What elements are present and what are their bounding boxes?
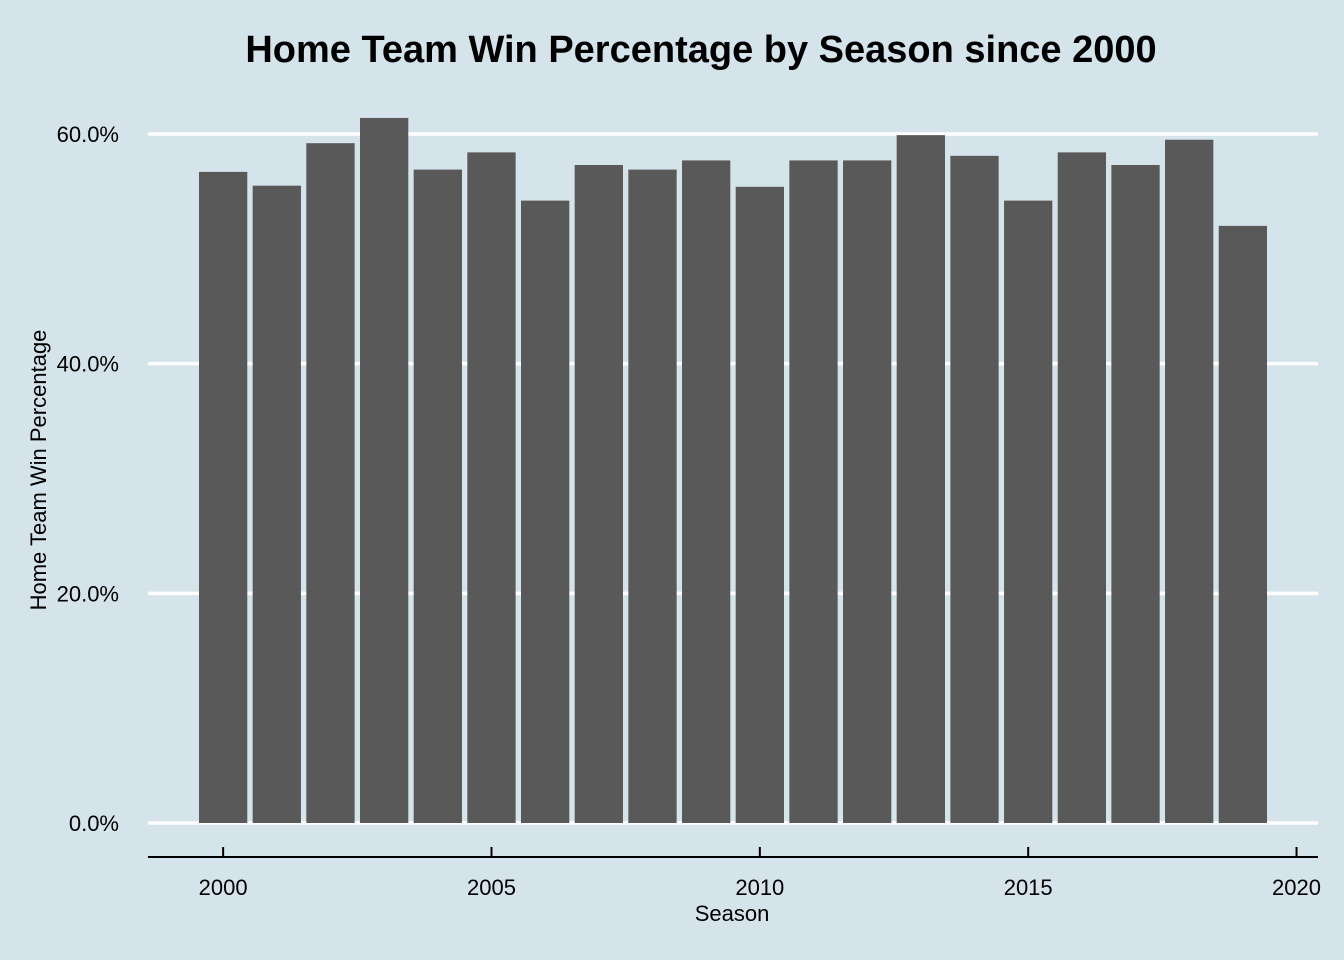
y-tick-label: 20.0% — [57, 581, 119, 606]
chart-title: Home Team Win Percentage by Season since… — [245, 29, 1156, 71]
bar-2009 — [682, 160, 731, 823]
x-tick-label: 2000 — [199, 875, 248, 900]
bar-2006 — [521, 200, 570, 823]
y-tick-label: 40.0% — [57, 352, 119, 377]
bar-2012 — [843, 160, 892, 823]
x-axis: 2000 2005 2010 2015 2020 — [148, 847, 1321, 900]
bar-2005 — [467, 152, 516, 823]
y-axis-title: Home Team Win Percentage — [26, 330, 51, 611]
bar-2004 — [413, 169, 462, 823]
bar-2007 — [574, 165, 623, 823]
bars — [198, 117, 1268, 824]
x-tick-label: 2015 — [1004, 875, 1053, 900]
bar-2010 — [735, 186, 784, 823]
y-axis-ticks: 0.0% 20.0% 40.0% 60.0% — [57, 122, 119, 836]
bar-2015 — [1004, 200, 1053, 823]
bar-2003 — [359, 117, 409, 823]
x-tick-label: 2020 — [1272, 875, 1321, 900]
x-tick-label: 2010 — [735, 875, 784, 900]
bar-2016 — [1057, 152, 1107, 823]
bar-2000 — [198, 171, 248, 823]
bar-2001 — [252, 185, 301, 824]
x-tick-label: 2005 — [467, 875, 516, 900]
bar-2008 — [628, 169, 677, 823]
y-tick-label: 60.0% — [57, 122, 119, 147]
bar-2019 — [1218, 225, 1268, 823]
bar-2011 — [789, 160, 838, 823]
bar-2017 — [1111, 165, 1160, 823]
bar-2014 — [950, 155, 999, 823]
x-axis-title: Season — [695, 901, 770, 926]
bar-2018 — [1165, 139, 1214, 823]
bar-2013 — [896, 135, 945, 824]
y-tick-label: 0.0% — [69, 811, 119, 836]
bar-2002 — [306, 143, 355, 824]
